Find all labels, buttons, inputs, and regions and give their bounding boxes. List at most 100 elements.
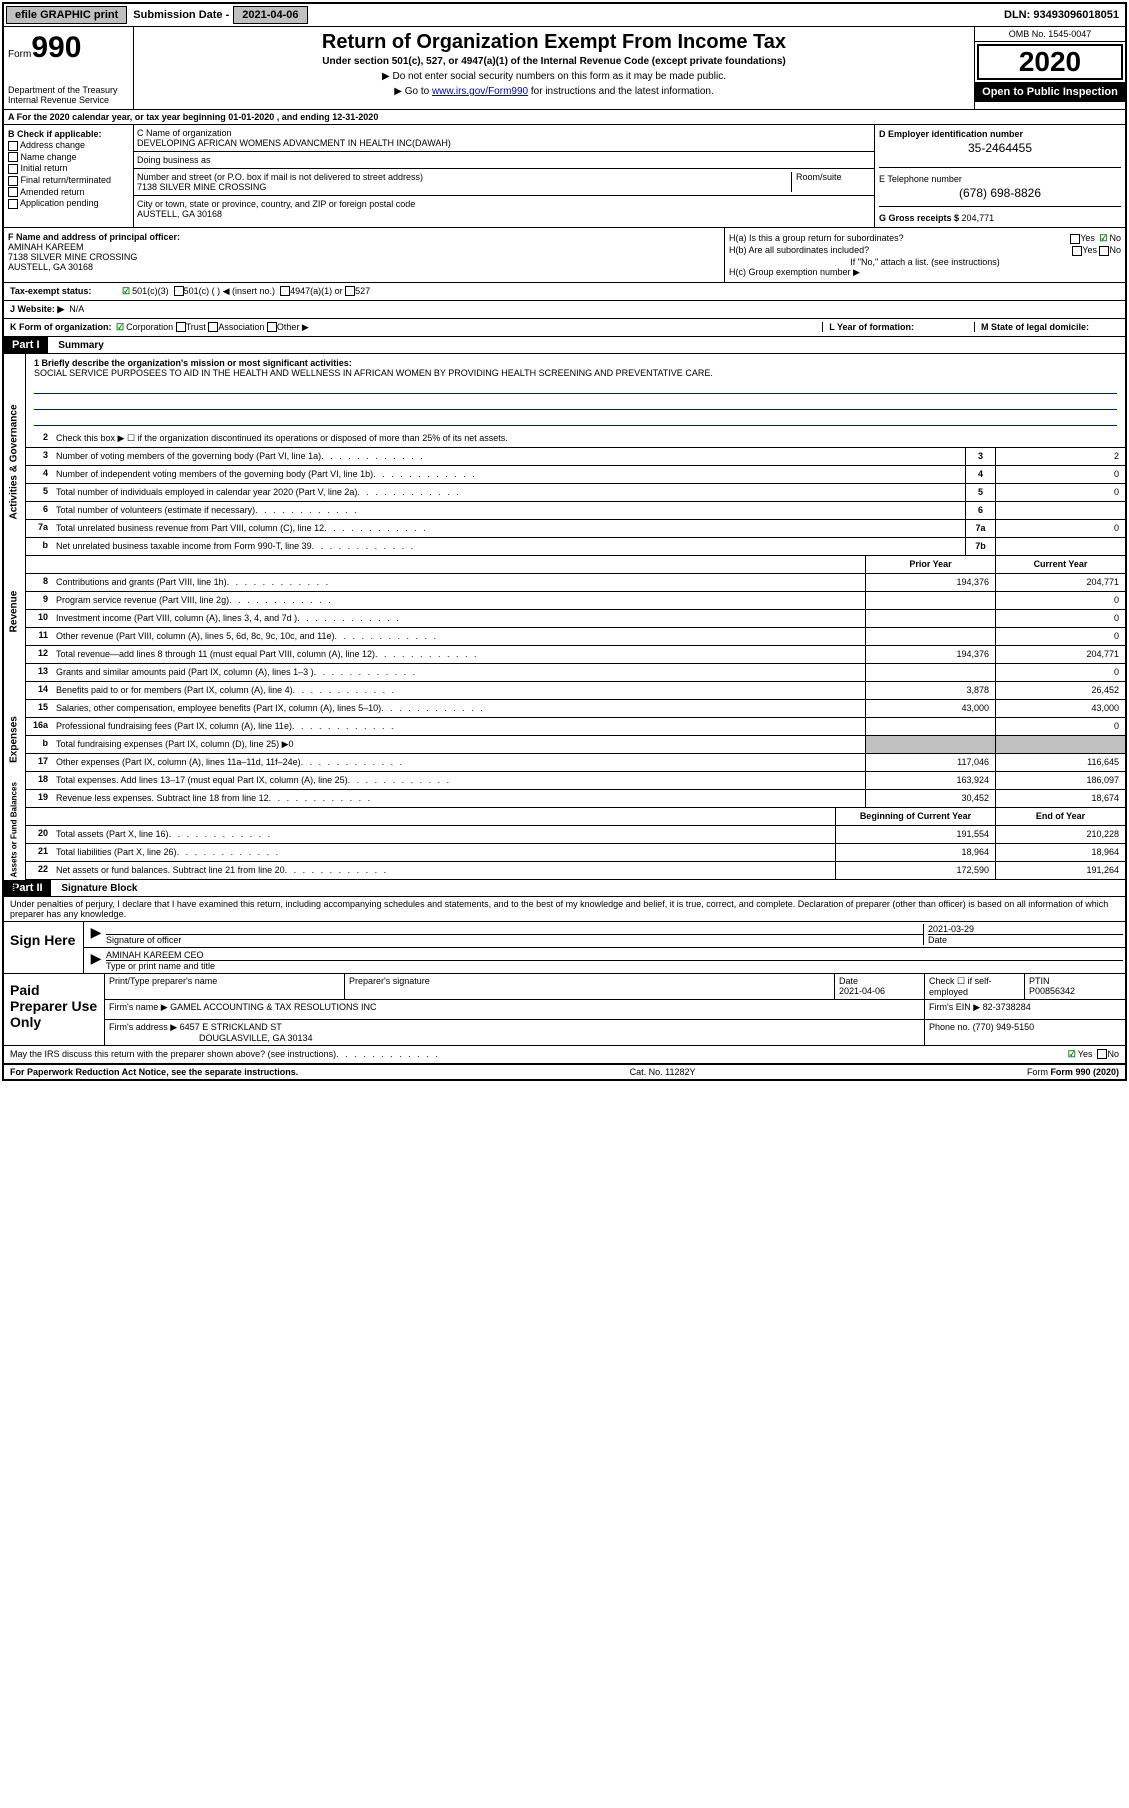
submission-label: Submission Date - [129,9,233,21]
hc-label: H(c) Group exemption number ▶ [729,267,1121,278]
hb-yes-checkbox[interactable] [1072,246,1082,256]
irs-link[interactable]: www.irs.gov/Form990 [432,86,528,97]
side-revenue: Revenue [9,571,20,651]
discuss-label: May the IRS discuss this return with the… [10,1049,336,1059]
officer-addr2: AUSTELL, GA 30168 [8,262,93,272]
sig-date-value: 2021-03-29 [928,924,974,934]
opt-initial: Initial return [21,163,68,173]
q2-text: Check this box ▶ ☐ if the organization d… [52,430,1125,447]
address-change-checkbox[interactable] [8,141,18,151]
opt-final: Final return/terminated [21,175,112,185]
527-checkbox[interactable] [345,286,355,296]
prep-date-label: Date [839,976,858,986]
final-return-checkbox[interactable] [8,176,18,186]
ha-no-check-icon: ☑ [1099,233,1107,243]
table-row: 18Total expenses. Add lines 13–17 (must … [26,772,1125,790]
col-b-checkboxes: B Check if applicable: Address change Na… [4,125,134,227]
firm-ein-label: Firm's EIN ▶ [929,1002,980,1012]
ha-yes-checkbox[interactable] [1070,234,1080,244]
hb-yes: Yes [1082,245,1097,255]
instruction-1: ▶ Do not enter social security numbers o… [138,71,970,82]
initial-return-checkbox[interactable] [8,164,18,174]
opt-amended: Amended return [20,187,85,197]
ha-yes: Yes [1080,233,1095,243]
form-number: 990 [31,31,81,64]
table-row: 4Number of independent voting members of… [26,466,1125,484]
assoc-checkbox[interactable] [208,322,218,332]
table-row: 13Grants and similar amounts paid (Part … [26,664,1125,682]
discuss-yes-check-icon: ☑ [1068,1049,1076,1059]
omb-number: OMB No. 1545-0047 [975,27,1125,42]
part1-title: Summary [50,340,104,351]
table-row: 7aTotal unrelated business revenue from … [26,520,1125,538]
ein-label: D Employer identification number [879,129,1023,139]
org-name-label: C Name of organization [137,128,232,138]
prep-sig-label: Preparer's signature [345,974,835,999]
501c-checkbox[interactable] [174,286,184,296]
4947-checkbox[interactable] [280,286,290,296]
officer-addr1: 7138 SILVER MINE CROSSING [8,252,137,262]
table-row: 3Number of voting members of the governi… [26,448,1125,466]
prep-name-label: Print/Type preparer's name [105,974,345,999]
table-row: 9Program service revenue (Part VIII, lin… [26,592,1125,610]
form-org-label: K Form of organization: [10,322,112,332]
paid-preparer-label: Paid Preparer Use Only [4,974,104,1045]
phone-value: (770) 949-5150 [973,1022,1035,1032]
phone-label: Phone no. [929,1022,970,1032]
hdr-begin: Beginning of Current Year [835,808,995,825]
tax-exempt-label: Tax-exempt status: [10,286,120,296]
dept-treasury: Department of the Treasury Internal Reve… [8,85,129,105]
table-row: 11Other revenue (Part VIII, column (A), … [26,628,1125,646]
table-row: 5Total number of individuals employed in… [26,484,1125,502]
table-row: 6Total number of volunteers (estimate if… [26,502,1125,520]
sign-here-label: Sign Here [4,922,84,973]
opt-name: Name change [21,152,77,162]
q1-label: 1 Briefly describe the organization's mi… [34,358,352,368]
firm-addr2: DOUGLASVILLE, GA 30134 [199,1033,313,1043]
form-word: Form [8,49,31,60]
application-pending-checkbox[interactable] [8,199,18,209]
part1-header: Part I [4,337,48,353]
opt-address: Address change [20,140,85,150]
hdr-prior: Prior Year [865,556,995,573]
state-domicile-label: M State of legal domicile: [981,322,1089,332]
dln-label: DLN: 93493096018051 [1004,9,1125,21]
hb-note: If "No," attach a list. (see instruction… [729,257,1121,267]
footer-mid: Cat. No. 11282Y [630,1067,696,1077]
table-row: 20Total assets (Part X, line 16)191,5542… [26,826,1125,844]
col-b-label: B Check if applicable: [8,129,102,139]
website-label: J Website: ▶ [10,304,64,315]
city-label: City or town, state or province, country… [137,199,415,209]
city-state-zip: AUSTELL, GA 30168 [137,209,222,219]
firm-addr-label: Firm's address ▶ [109,1022,177,1032]
tel-value: (678) 698-8826 [879,186,1121,200]
name-change-checkbox[interactable] [8,152,18,162]
topbar: efile GRAPHIC print Submission Date - 20… [4,4,1125,27]
efile-print-button[interactable]: efile GRAPHIC print [6,6,127,24]
opt-501c3: 501(c)(3) [132,286,169,296]
ha-label: H(a) Is this a group return for subordin… [729,233,904,244]
hb-no-checkbox[interactable] [1099,246,1109,256]
sig-date-label: Date [928,934,1123,945]
type-name-label: Type or print name and title [106,960,1123,971]
footer-form: Form 990 (2020) [1050,1067,1119,1077]
section-a: A For the 2020 calendar year, or tax yea… [4,110,1125,125]
hdr-curr: Current Year [995,556,1125,573]
hb-no: No [1109,245,1121,255]
tax-year: 2020 [977,44,1123,80]
tel-label: E Telephone number [879,174,962,184]
ptin-label: PTIN [1029,976,1050,986]
amended-return-checkbox[interactable] [8,187,18,197]
trust-checkbox[interactable] [176,322,186,332]
org-name: DEVELOPING AFRICAN WOMENS ADVANCMENT IN … [137,138,451,148]
gross-value: 204,771 [962,213,995,223]
main-title: Return of Organization Exempt From Incom… [138,31,970,54]
table-row: bNet unrelated business taxable income f… [26,538,1125,556]
sig-officer-label: Signature of officer [106,934,923,945]
other-checkbox[interactable] [267,322,277,332]
addr-label: Number and street (or P.O. box if mail i… [137,172,423,182]
opt-pending: Application pending [20,198,99,208]
side-expenses: Expenses [9,699,20,779]
discuss-no-checkbox[interactable] [1097,1049,1107,1059]
officer-label: F Name and address of principal officer: [8,232,180,242]
